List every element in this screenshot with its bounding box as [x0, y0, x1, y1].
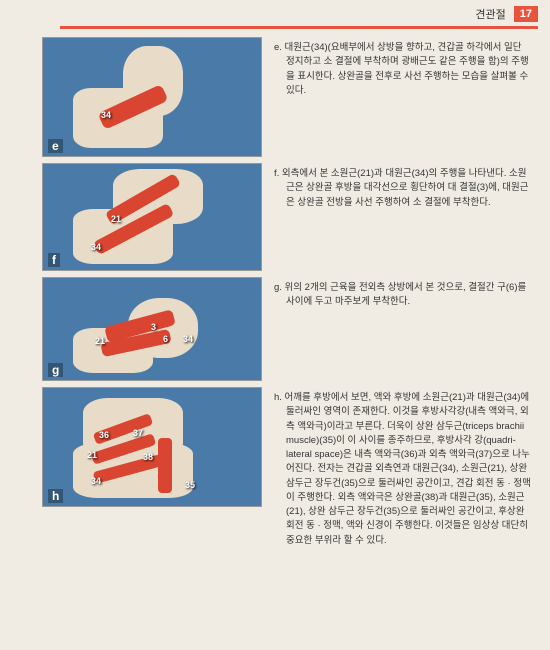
annotation-number: 37: [133, 428, 143, 438]
text-e: e. 대원근(34)(요배부에서 상방을 향하고, 견갑골 하각에서 일단 정지…: [274, 37, 532, 102]
annotation-number: 35: [185, 480, 195, 490]
figure-g: g 21 36 34: [42, 277, 262, 381]
main-content: e 34 e. 대원근(34)(요배부에서 상방을 향하고, 견갑골 하각에서 …: [0, 37, 550, 564]
text-f: f. 외측에서 본 소원근(21)과 대원근(34)의 주행을 나타낸다. 소원…: [274, 163, 532, 214]
figure-label-e: e: [48, 139, 63, 153]
figure-label-g: g: [48, 363, 63, 377]
divider-bar: [60, 26, 538, 29]
header-title: 견관절: [475, 6, 505, 22]
figure-f: f 21 34: [42, 163, 262, 271]
text-g: g. 위의 2개의 근육을 전외측 상방에서 본 것으로, 결절간 구(6)를 …: [274, 277, 532, 314]
annotation-number: 34: [91, 242, 101, 252]
text-h: h. 어깨를 후방에서 보면, 액와 후방에 소원근(21)과 대원근(34)에…: [274, 387, 532, 552]
figure-e: e 34: [42, 37, 262, 157]
annotation-number: 34: [91, 476, 101, 486]
annotation-number: 21: [87, 450, 97, 460]
annotation-number: 34: [183, 334, 193, 344]
page-number: 17: [514, 6, 538, 22]
annotation-number: 34: [101, 110, 111, 120]
annotation-number: 36: [99, 430, 109, 440]
annotation-number: 21: [95, 336, 105, 346]
figure-label-f: f: [48, 253, 60, 267]
annotation-number: 21: [111, 214, 121, 224]
annotation-number: 38: [143, 452, 153, 462]
figure-label-h: h: [48, 489, 63, 503]
figure-h: h 36 37 21 38 34 35: [42, 387, 262, 507]
annotation-number: 6: [163, 334, 168, 344]
annotation-number: 3: [151, 322, 156, 332]
